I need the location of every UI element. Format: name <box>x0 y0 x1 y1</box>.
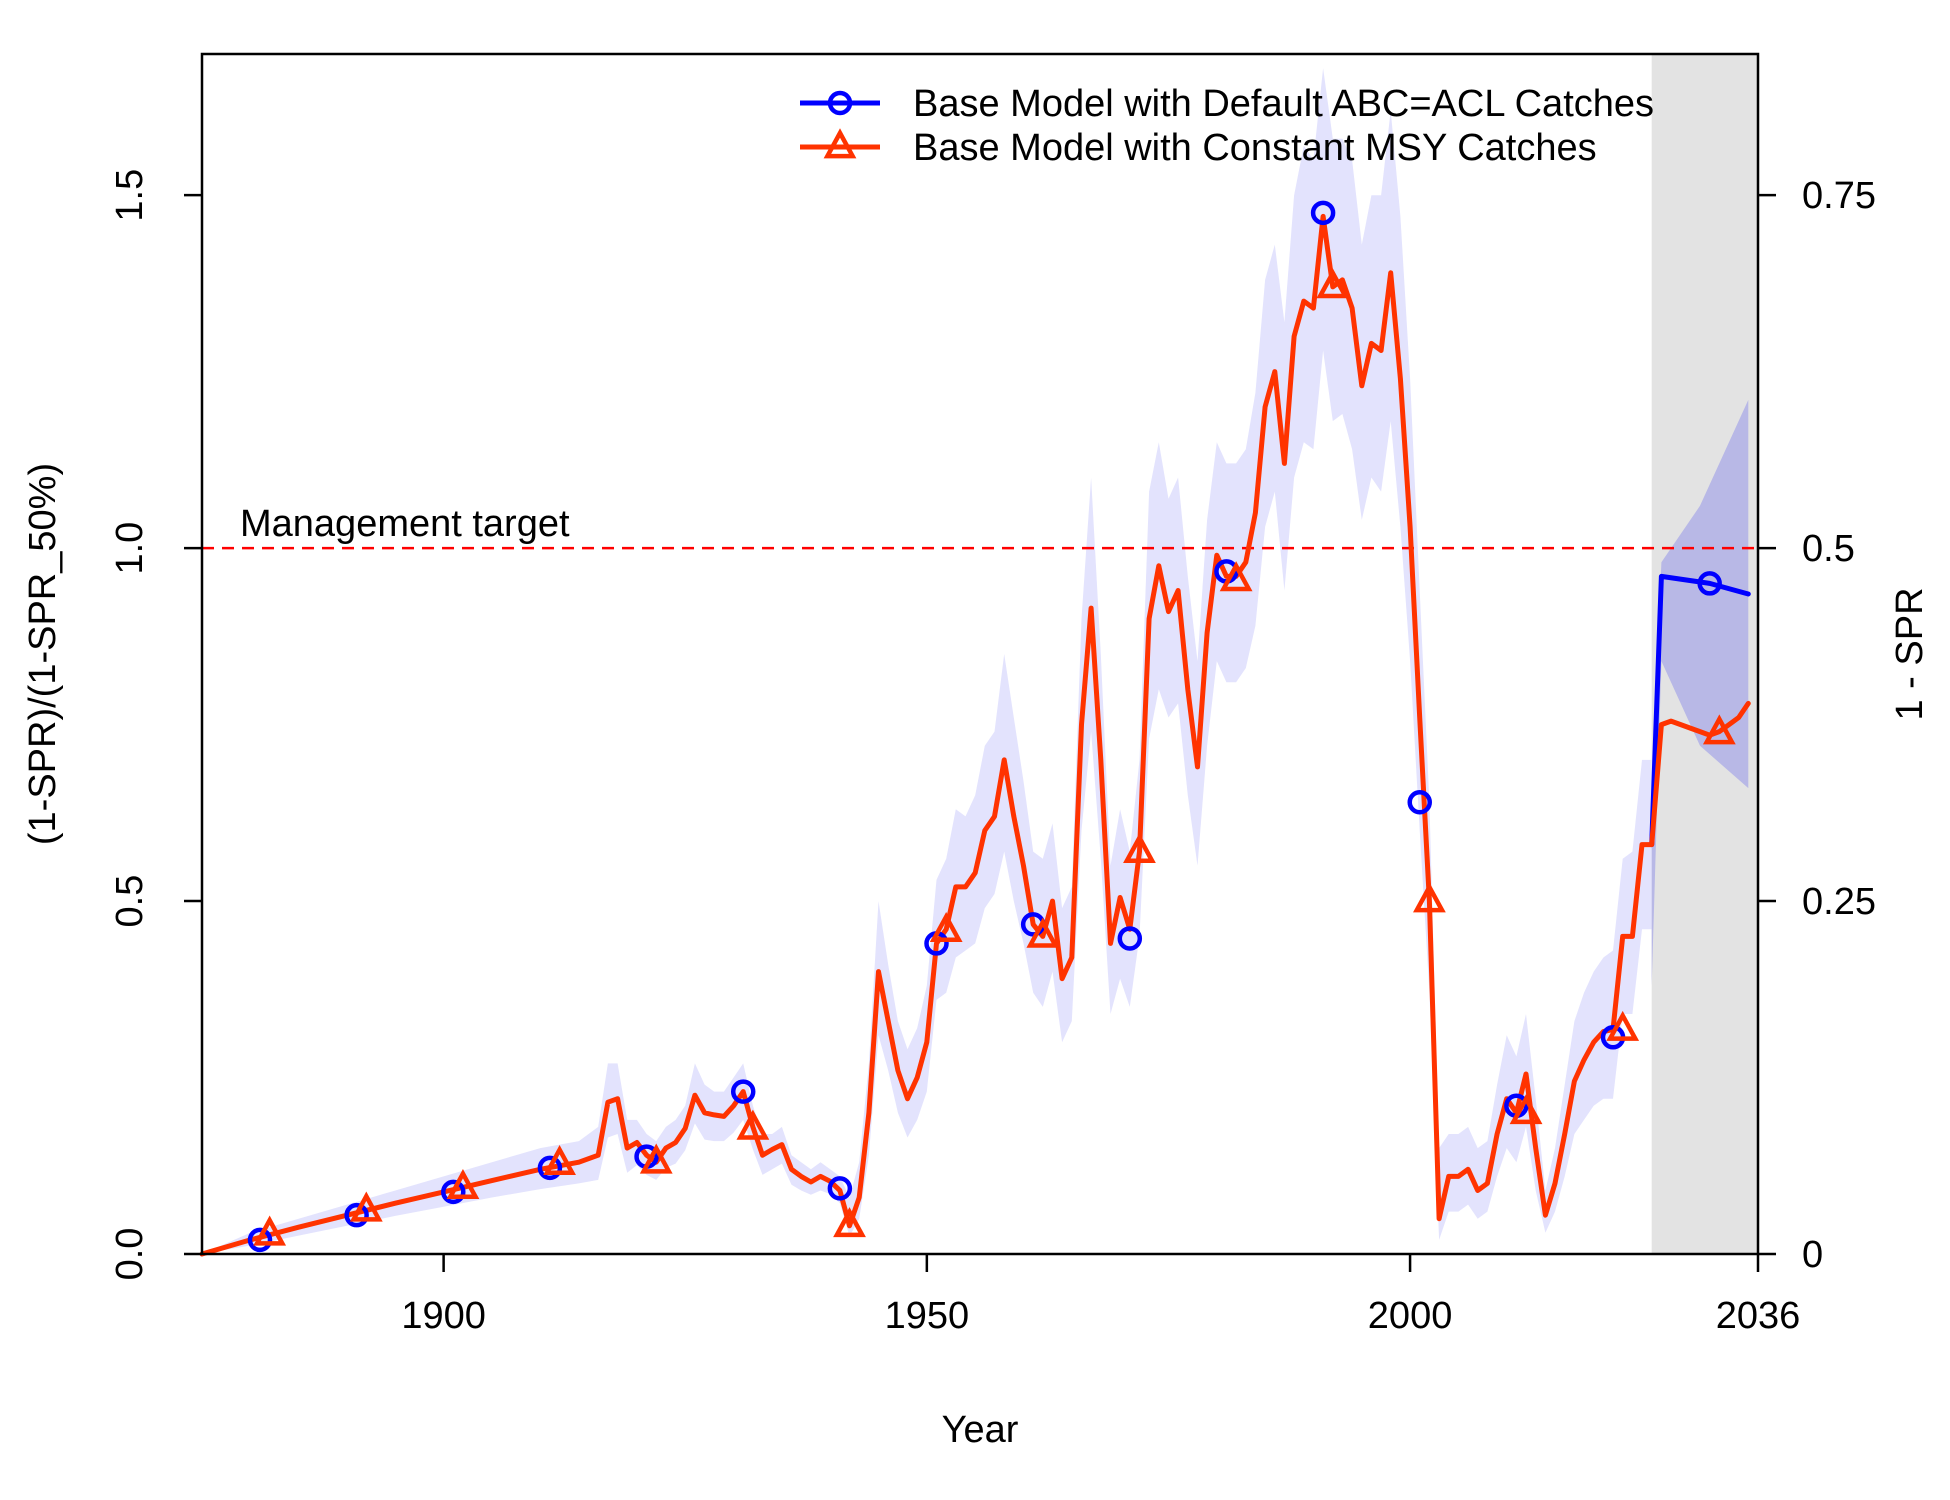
legend-marker-shape-1 <box>827 90 853 116</box>
confidence-bands <box>202 68 1749 1255</box>
legend-marker-shape-2 <box>823 128 857 159</box>
y-tick-label-right-1: 0 <box>1802 1234 1823 1276</box>
reference-line-label: Management target <box>240 503 570 545</box>
x-tick-label-4: 2036 <box>1716 1295 1801 1337</box>
series-2-marker-8 <box>929 912 963 943</box>
series-1-marker-2 <box>344 1202 369 1228</box>
series-2-marker-11 <box>1219 561 1253 592</box>
x-axis-title: Year <box>942 1409 1019 1451</box>
series-2-marker-7 <box>833 1207 866 1238</box>
x-tick-label-3: 2000 <box>1368 1295 1453 1337</box>
x-tick-label-1: 1900 <box>401 1295 486 1337</box>
y-tick-label-right-2: 0.25 <box>1802 881 1876 923</box>
series-1-marker-6 <box>730 1079 756 1104</box>
series-1-marker-13 <box>1407 789 1432 815</box>
series-2-marker-5 <box>639 1143 673 1174</box>
series-2-marker-3 <box>446 1168 480 1199</box>
plot-frame <box>200 52 1760 1256</box>
series-2-marker-15 <box>1606 1010 1640 1041</box>
legend-marker-series-2 <box>823 128 857 159</box>
series-2-marker-6 <box>736 1109 770 1140</box>
series-2-marker-12 <box>1316 268 1350 299</box>
series-2-marker-10 <box>1123 832 1156 863</box>
series-2-marker-2 <box>349 1191 383 1222</box>
series-1-marker-12 <box>1310 200 1336 226</box>
y-axis-title-left: (1-SPR)/(1-SPR_50%) <box>22 463 64 845</box>
series-1-marker-7 <box>827 1176 853 1201</box>
series-2-marker-16 <box>1702 714 1736 745</box>
series-1-marker-4 <box>537 1155 563 1181</box>
series-1-marker-10 <box>1117 926 1143 951</box>
axes <box>200 52 1760 1256</box>
series-line-1 <box>1649 573 1751 848</box>
y-tick-label-right-4: 0.75 <box>1802 175 1876 217</box>
series-1-marker-3 <box>441 1179 466 1205</box>
legend-label-series-1: Base Model with Default ABC=ACL Catches <box>913 83 1654 125</box>
series-1-marker-1 <box>247 1227 273 1253</box>
y-tick-label-right-3: 0.5 <box>1802 528 1855 570</box>
series-2-marker-9 <box>1026 917 1060 948</box>
y-tick-label-left-3: 1.0 <box>109 522 151 575</box>
series-1-marker-16 <box>1697 571 1722 596</box>
series-2-marker-13 <box>1413 882 1446 913</box>
y-tick-label-left-4: 1.5 <box>109 169 151 222</box>
series-markers <box>247 200 1736 1253</box>
legend-marker-series-1 <box>827 90 853 116</box>
y-tick-label-left-2: 0.5 <box>109 875 151 928</box>
series-2-marker-4 <box>543 1144 576 1175</box>
series-2-marker-1 <box>253 1215 287 1246</box>
x-tick-label-2: 1950 <box>885 1295 970 1337</box>
series-2-marker-14 <box>1509 1094 1543 1125</box>
legend: Base Model with Default ABC=ACL Catches … <box>800 83 1654 169</box>
ticks: 1900 1950 2000 2036 0.0 0.5 1.0 1.5 0 0.25 0.5 0.75 <box>109 169 1876 1337</box>
y-axis-title-right: 1 - SPR <box>1889 587 1931 720</box>
confidence-band-1 <box>202 68 1652 1255</box>
legend-label-series-2: Base Model with Constant MSY Catches <box>913 127 1597 169</box>
y-tick-label-left-1: 0.0 <box>109 1228 151 1281</box>
confidence-band-2 <box>1651 399 1749 986</box>
